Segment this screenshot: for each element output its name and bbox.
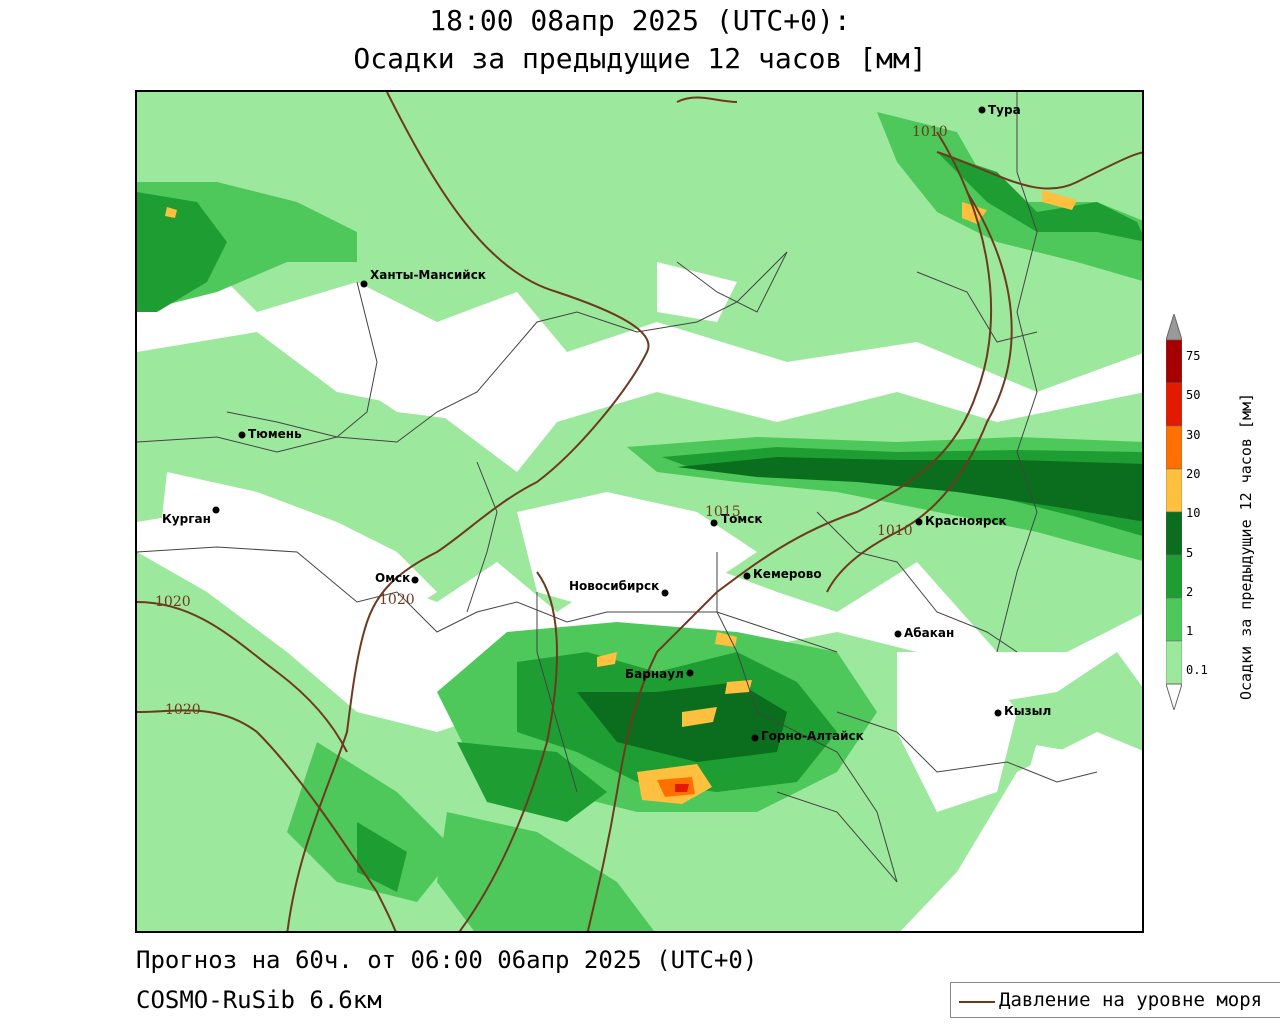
admin-borders <box>137 92 1098 883</box>
isobar-label: 1020 <box>165 702 201 718</box>
colorbar-segment <box>1165 640 1183 685</box>
model-name: COSMO-RuSib 6.6км <box>136 986 382 1014</box>
city-label-kyzyl: Кызыл <box>1004 704 1051 718</box>
colorbar-segment <box>1165 554 1183 599</box>
isobar-label: 1020 <box>155 594 191 610</box>
city-label-krasnoyarsk: Красноярск <box>925 514 1007 528</box>
colorbar-segment <box>1165 468 1183 513</box>
colorbar-tick: 2 <box>1186 585 1194 599</box>
city-labels: Тура Ханты-Мансийск Тюмень Курган Омск Н… <box>162 103 1051 743</box>
colorbar-tick: 1 <box>1186 624 1194 638</box>
colorbar-tick: 5 <box>1186 546 1194 560</box>
colorbar-title: Осадки за предыдущие 12 часов [мм] <box>1237 392 1255 700</box>
city-label-kemerovo: Кемерово <box>753 567 822 581</box>
city-label-omsk: Омск <box>375 571 410 585</box>
city-markers <box>212 106 1002 742</box>
isobar-legend-line <box>959 1001 995 1003</box>
isobar-label: 1015 <box>705 504 741 520</box>
isobar-legend-label: Давление на уровне моря <box>999 989 1263 1011</box>
map-title: 18:00 08апр 2025 (UTC+0): <box>429 4 851 37</box>
city-label-barnaul: Барнаул <box>625 667 684 681</box>
precipitation-colorbar <box>1165 312 1183 712</box>
forecast-info: Прогноз на 60ч. от 06:00 06апр 2025 (UTC… <box>136 946 758 974</box>
colorbar-tick: 30 <box>1186 428 1201 442</box>
colorbar-tick: 10 <box>1186 506 1201 520</box>
isobar-legend: Давление на уровне моря <box>950 982 1280 1018</box>
isobar-label: 1010 <box>877 523 913 539</box>
city-label-tomsk: Томск <box>721 512 763 526</box>
colorbar-segment <box>1165 382 1183 427</box>
colorbar-segment <box>1165 425 1183 470</box>
city-label-novosibirsk: Новосибирск <box>569 579 659 593</box>
city-label-gorno-altaysk: Горно-Алтайск <box>761 729 864 743</box>
city-label-tura: Тура <box>988 103 1021 117</box>
colorbar-tick: 20 <box>1186 467 1201 481</box>
city-label-khanty-mansiysk: Ханты-Мансийск <box>370 268 486 282</box>
city-label-kurgan: Курган <box>162 512 211 526</box>
map-subtitle: Осадки за предыдущие 12 часов [мм] <box>353 42 927 75</box>
colorbar-segment <box>1165 339 1183 384</box>
no-precip-areas <box>157 262 1142 931</box>
isobars <box>137 92 1142 931</box>
colorbar-segment <box>1165 312 1183 341</box>
precipitation-map: Тура Ханты-Мансийск Тюмень Курган Омск Н… <box>135 90 1144 933</box>
colorbar-tick: 50 <box>1186 388 1201 402</box>
isobar-label: 1020 <box>379 592 415 608</box>
colorbar-tick: 75 <box>1186 349 1201 363</box>
colorbar-segment <box>1165 511 1183 556</box>
colorbar-segment <box>1165 597 1183 642</box>
colorbar-segment <box>1165 683 1183 712</box>
city-label-tyumen: Тюмень <box>248 427 302 441</box>
isobar-labels: 1010 1015 1010 1020 1020 1020 <box>155 124 948 718</box>
isobar-label: 1010 <box>912 124 948 140</box>
colorbar-tick: 0.1 <box>1186 663 1208 677</box>
city-label-abakan: Абакан <box>904 626 954 640</box>
